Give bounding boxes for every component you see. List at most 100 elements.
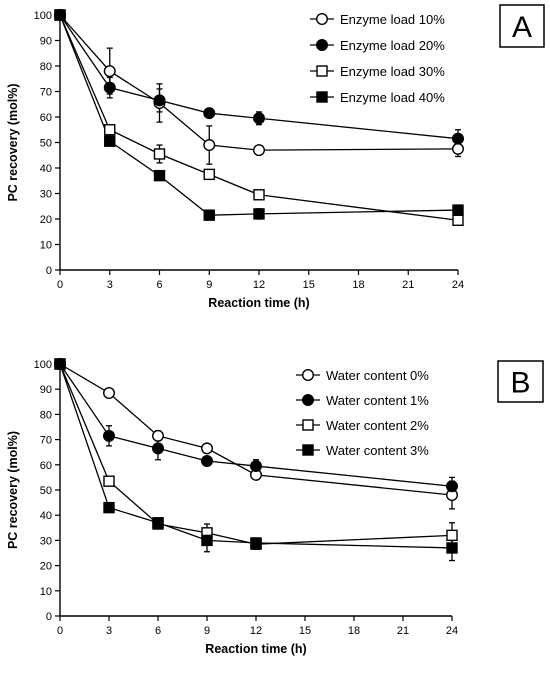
data-point-series-4 — [104, 135, 116, 147]
y-tick-label: 70 — [40, 435, 52, 447]
y-tick-label: 10 — [40, 586, 52, 598]
legend-item: Water content 3% — [296, 443, 429, 458]
x-tick-label: 18 — [352, 279, 364, 291]
y-tick-label: 100 — [34, 359, 52, 371]
x-axis-title: Reaction time (h) — [208, 296, 309, 310]
data-point-series-1 — [200, 442, 213, 455]
data-point-series-2 — [102, 429, 115, 442]
x-tick-label: 3 — [107, 279, 113, 291]
y-tick-label: 40 — [40, 163, 52, 175]
legend-marker — [302, 394, 315, 407]
x-axis-title: Reaction time (h) — [205, 642, 306, 656]
data-point-series-2 — [151, 442, 164, 455]
data-point-series-4 — [203, 209, 215, 221]
data-point-series-3 — [153, 148, 166, 160]
series-line-3 — [59, 363, 453, 545]
data-point-series-1 — [151, 429, 164, 442]
data-point-series-3 — [203, 168, 215, 181]
data-point-series-2 — [252, 112, 265, 125]
y-tick-label: 0 — [46, 265, 52, 277]
y-tick-label: 30 — [40, 535, 52, 547]
series-line-3 — [59, 14, 459, 221]
data-point-series-4 — [103, 501, 115, 514]
data-point-series-3 — [253, 189, 265, 201]
data-point-series-3 — [452, 214, 464, 226]
y-tick-label: 90 — [40, 384, 52, 396]
legend-label: Water content 3% — [326, 443, 429, 458]
legend-item: Enzyme load 10% — [310, 12, 445, 27]
x-tick-label: 21 — [397, 625, 409, 637]
data-point-series-3 — [103, 475, 115, 487]
legend-marker — [316, 91, 328, 103]
legend-marker — [316, 39, 329, 52]
data-point-series-4 — [54, 9, 66, 21]
panel-label: B — [510, 367, 530, 400]
legend-item: Enzyme load 40% — [310, 90, 445, 105]
legend-item: Water content 2% — [296, 418, 429, 433]
series-line-2 — [59, 363, 453, 487]
series-line-1 — [59, 363, 453, 496]
data-point-series-4 — [446, 542, 458, 554]
legend-marker — [302, 369, 315, 382]
panel-label-box — [499, 4, 545, 48]
legend-label: Enzyme load 20% — [340, 38, 445, 53]
x-tick-label: 0 — [57, 625, 63, 637]
y-tick-label: 70 — [40, 87, 52, 99]
panel-label-box — [497, 360, 544, 403]
data-point-series-2 — [452, 132, 465, 145]
chart-panel-b: 0 10 20 30 40 50 60 70 80 90 100 0 3 6 9 12 15 18 21 24 Reac… — [6, 358, 544, 656]
data-point-series-1 — [102, 386, 115, 399]
data-point-series-4 — [152, 517, 164, 529]
series-line-2 — [59, 14, 459, 140]
legend-label: Enzyme load 10% — [340, 12, 445, 27]
x-tick-label: 15 — [303, 279, 315, 291]
data-point-series-4 — [253, 208, 265, 220]
legend-marker — [302, 444, 314, 456]
data-point-series-2 — [203, 107, 216, 120]
y-tick-label: 0 — [46, 611, 52, 623]
legend-marker — [316, 65, 328, 77]
x-tick-label: 6 — [155, 625, 161, 637]
x-tick-label: 21 — [402, 279, 414, 291]
x-tick-label: 24 — [452, 279, 464, 291]
legend-label: Water content 1% — [326, 393, 429, 408]
x-tick-label: 12 — [250, 625, 262, 637]
legend-label: Enzyme load 40% — [340, 90, 445, 105]
y-tick-label: 100 — [34, 10, 52, 22]
x-tick-label: 6 — [156, 279, 162, 291]
y-tick-label: 40 — [40, 510, 52, 522]
data-point-series-4 — [54, 358, 66, 370]
x-tick-label: 9 — [204, 625, 210, 637]
x-tick-label: 15 — [299, 625, 311, 637]
y-tick-label: 20 — [40, 214, 52, 226]
legend-label: Water content 0% — [326, 368, 429, 383]
y-tick-label: 60 — [40, 112, 52, 124]
y-tick-label: 50 — [40, 138, 52, 150]
legend-label: Water content 2% — [326, 418, 429, 433]
y-tick-label: 90 — [40, 36, 52, 48]
y-tick-label: 80 — [40, 409, 52, 421]
data-point-series-1 — [452, 142, 465, 155]
data-point-series-2 — [153, 94, 166, 107]
x-tick-label: 3 — [106, 625, 112, 637]
y-axis-title: PC recovery (mol%) — [6, 431, 20, 549]
data-point-series-4 — [250, 537, 262, 549]
y-tick-label: 10 — [40, 240, 52, 252]
data-point-series-2 — [249, 460, 262, 473]
data-point-series-2 — [103, 81, 116, 94]
data-point-series-1 — [103, 65, 116, 78]
legend-label: Enzyme load 30% — [340, 64, 445, 79]
x-tick-label: 12 — [253, 279, 265, 291]
x-tick-label: 9 — [206, 279, 212, 291]
data-point-series-3 — [104, 124, 116, 136]
x-tick-label: 18 — [348, 625, 360, 637]
data-point-series-2 — [446, 480, 459, 493]
data-point-series-1 — [203, 139, 216, 152]
legend-marker — [302, 419, 314, 431]
data-point-series-3 — [446, 529, 458, 542]
legend: Enzyme load 10% Enzyme load 20% Enzyme loa… — [310, 12, 445, 105]
y-tick-label: 20 — [40, 561, 52, 573]
data-point-series-4 — [153, 169, 166, 182]
